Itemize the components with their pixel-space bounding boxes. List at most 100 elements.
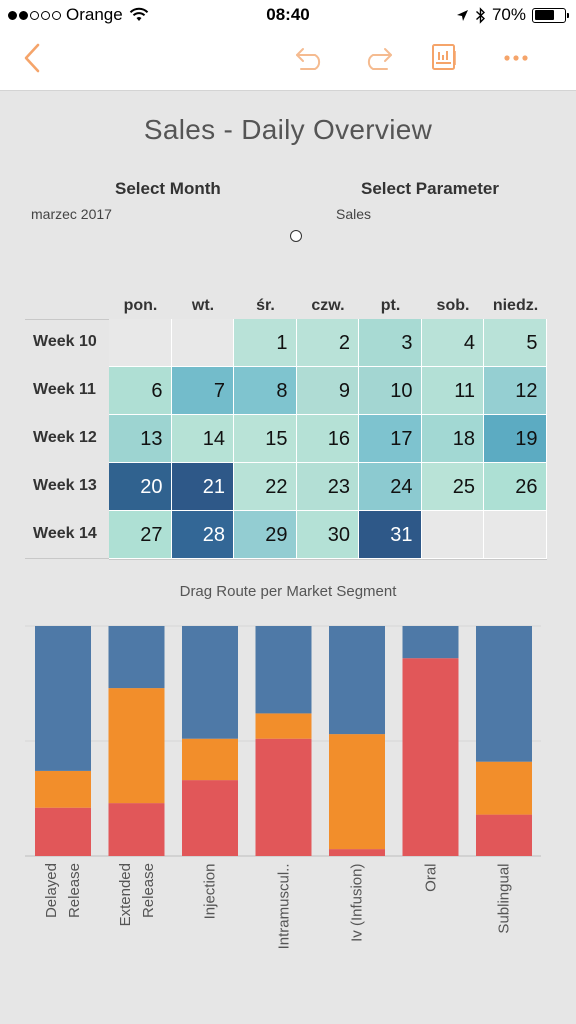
wifi-icon bbox=[129, 7, 148, 21]
calendar-day-cell[interactable]: 13 bbox=[109, 415, 172, 463]
bar-segment[interactable] bbox=[35, 626, 91, 771]
calendar-day-cell[interactable]: 3 bbox=[359, 319, 422, 367]
calendar-day-cell[interactable]: 9 bbox=[296, 367, 359, 415]
bar-segment[interactable] bbox=[255, 626, 312, 714]
redo-icon bbox=[367, 48, 392, 70]
bar-segment[interactable] bbox=[108, 688, 165, 804]
calendar-day-cell[interactable]: 22 bbox=[234, 463, 297, 511]
select-parameter-dropdown[interactable]: Sales bbox=[336, 206, 372, 222]
calendar-day-cell[interactable]: 1 bbox=[234, 319, 297, 367]
bar-segment[interactable] bbox=[35, 807, 91, 856]
calendar-day-cell[interactable]: 8 bbox=[234, 367, 297, 415]
calendar-day-cell[interactable]: 12 bbox=[484, 367, 547, 415]
x-tick-label: Iv (Infusion) bbox=[348, 863, 366, 942]
clock: 08:40 bbox=[266, 5, 310, 24]
dashboard-button[interactable] bbox=[425, 40, 463, 76]
select-month-dropdown[interactable]: marzec 2017 bbox=[31, 206, 112, 222]
bluetooth-icon bbox=[475, 6, 485, 24]
signal-strength-icon bbox=[8, 10, 61, 20]
redo-button[interactable] bbox=[358, 40, 398, 76]
select-month-label: Select Month bbox=[115, 179, 221, 198]
calendar-day-cell[interactable]: 31 bbox=[359, 511, 422, 559]
parameter-radio-button[interactable] bbox=[290, 230, 302, 242]
calendar-empty-cell bbox=[109, 319, 172, 367]
bar-segment[interactable] bbox=[182, 626, 238, 739]
calendar-bottom-line bbox=[109, 559, 547, 560]
bar-segment[interactable] bbox=[476, 814, 532, 856]
select-parameter-label: Select Parameter bbox=[361, 179, 499, 198]
back-button[interactable] bbox=[14, 40, 50, 76]
calendar-day-cell[interactable]: 19 bbox=[484, 415, 547, 463]
bar-segment[interactable] bbox=[255, 738, 312, 856]
bar-segment[interactable] bbox=[329, 734, 385, 850]
calendar-empty-cell bbox=[484, 511, 547, 559]
status-right: 70% bbox=[456, 5, 569, 25]
bar-segment[interactable] bbox=[476, 761, 532, 815]
location-arrow-icon bbox=[456, 9, 468, 21]
calendar-day-cell[interactable]: 16 bbox=[296, 415, 359, 463]
signal-dot bbox=[19, 10, 28, 20]
bar-segment[interactable] bbox=[255, 713, 312, 739]
calendar-day-cell[interactable]: 21 bbox=[171, 463, 234, 511]
more-button[interactable] bbox=[497, 40, 535, 76]
status-bar: Orange 08:40 70% bbox=[0, 0, 576, 30]
calendar-day-cell[interactable]: 17 bbox=[359, 415, 422, 463]
undo-icon bbox=[296, 48, 321, 70]
day-header: czw. bbox=[311, 297, 345, 314]
battery-percent: 70% bbox=[491, 5, 526, 24]
calendar-day-cell[interactable]: 18 bbox=[421, 415, 484, 463]
x-tick-label: Sublingual bbox=[495, 863, 513, 934]
calendar-day-cell[interactable]: 5 bbox=[484, 319, 547, 367]
bar-segment[interactable] bbox=[402, 658, 459, 856]
bar-segment[interactable] bbox=[108, 626, 165, 689]
calendar-day-cell[interactable]: 30 bbox=[296, 511, 359, 559]
week-label: Week 14 bbox=[33, 525, 97, 542]
x-tick-label: Delayed Release bbox=[43, 863, 83, 919]
battery-icon bbox=[532, 7, 569, 23]
signal-dot bbox=[41, 10, 50, 20]
carrier-name: Orange bbox=[66, 5, 123, 24]
day-header: śr. bbox=[256, 297, 275, 314]
x-tick-label: Injection bbox=[201, 863, 219, 919]
bar-segment[interactable] bbox=[329, 626, 385, 735]
calendar-day-cell[interactable]: 24 bbox=[359, 463, 422, 511]
calendar-day-cell[interactable]: 26 bbox=[484, 463, 547, 511]
calendar-day-cell[interactable]: 11 bbox=[421, 367, 484, 415]
dashboard-icon bbox=[432, 44, 456, 70]
bar-segment[interactable] bbox=[108, 803, 165, 856]
week-label: Week 10 bbox=[33, 333, 97, 350]
calendar-day-cell[interactable]: 29 bbox=[234, 511, 297, 559]
calendar-day-cell[interactable]: 23 bbox=[296, 463, 359, 511]
week-label: Week 11 bbox=[33, 381, 96, 398]
calendar-day-cell[interactable]: 14 bbox=[171, 415, 234, 463]
calendar-day-cell[interactable]: 7 bbox=[171, 367, 234, 415]
back-chevron-icon bbox=[24, 43, 40, 73]
calendar-day-cell[interactable]: 28 bbox=[171, 511, 234, 559]
calendar-day-cell[interactable]: 6 bbox=[109, 367, 172, 415]
calendar-day-cell[interactable]: 4 bbox=[421, 319, 484, 367]
calendar-day-cell[interactable]: 27 bbox=[109, 511, 172, 559]
more-icon bbox=[504, 55, 528, 61]
day-header: pt. bbox=[380, 297, 401, 314]
bar-segment[interactable] bbox=[182, 738, 238, 781]
signal-dot bbox=[30, 10, 39, 20]
calendar-day-cell[interactable]: 2 bbox=[296, 319, 359, 367]
bar-segment[interactable] bbox=[402, 626, 459, 659]
calendar-day-cell[interactable]: 10 bbox=[359, 367, 422, 415]
bar-segment[interactable] bbox=[182, 780, 238, 856]
signal-dot bbox=[52, 10, 61, 20]
day-header: sob. bbox=[436, 297, 470, 314]
day-header: niedz. bbox=[492, 297, 539, 314]
bar-segment[interactable] bbox=[476, 626, 532, 762]
calendar-day-cell[interactable]: 15 bbox=[234, 415, 297, 463]
calendar-day-cell[interactable]: 20 bbox=[109, 463, 172, 511]
carrier-group: Orange bbox=[8, 5, 149, 25]
undo-button[interactable] bbox=[290, 40, 330, 76]
bar-segment[interactable] bbox=[35, 770, 91, 808]
bar-segment[interactable] bbox=[329, 849, 385, 856]
day-header: pon. bbox=[123, 297, 158, 314]
x-tick-label: Intramuscul.. bbox=[275, 863, 292, 949]
calendar-day-cell[interactable]: 25 bbox=[421, 463, 484, 511]
x-tick-label: Extended Release bbox=[116, 863, 157, 927]
week-label-column bbox=[25, 319, 109, 559]
